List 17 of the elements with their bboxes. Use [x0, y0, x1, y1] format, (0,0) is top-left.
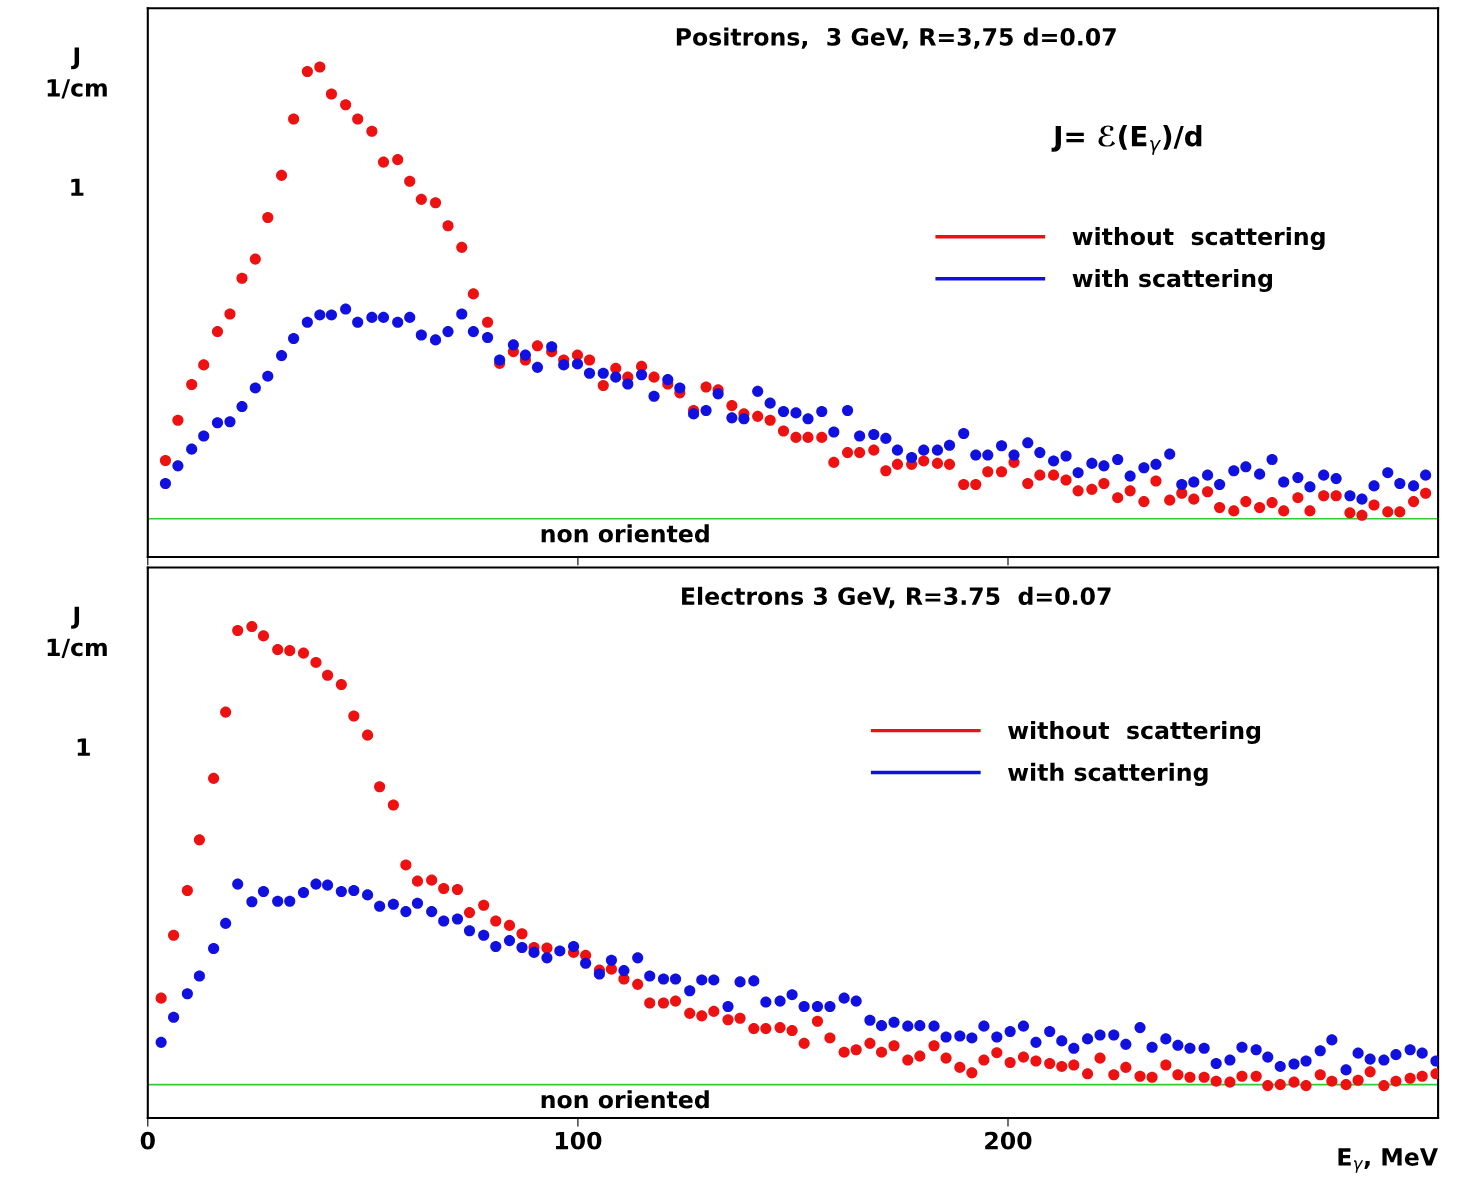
ref-line-label: non oriented — [541, 524, 709, 543]
y-axis-title: J 1/cm — [47, 606, 107, 659]
text: 1 — [71, 178, 84, 196]
annotation: J= ℰ(E$_{γ}$)/d — [1051, 125, 1202, 155]
x-axis-title: E$_{γ}$, MeV — [1338, 1148, 1438, 1173]
x-tick-label: 200 — [985, 1131, 1032, 1150]
chart-title: Positrons, 3 GeV, R=3,75 d=0.07 — [676, 27, 1116, 49]
x-tick-label: 100 — [555, 1131, 602, 1150]
legend-label: with scattering — [1072, 268, 1273, 292]
y-axis-title: J 1/cm — [47, 47, 107, 99]
x-tick-label: 0 — [140, 1131, 155, 1150]
ref-line-label: non oriented — [541, 1090, 709, 1109]
legend-label: without scattering — [1008, 720, 1261, 744]
legend-label: without scattering — [1072, 227, 1325, 251]
text: 1 — [77, 738, 90, 756]
legend-label: with scattering — [1008, 762, 1208, 786]
chart-title: Electrons 3 GeV, R=3.75 d=0.07 — [682, 586, 1111, 609]
